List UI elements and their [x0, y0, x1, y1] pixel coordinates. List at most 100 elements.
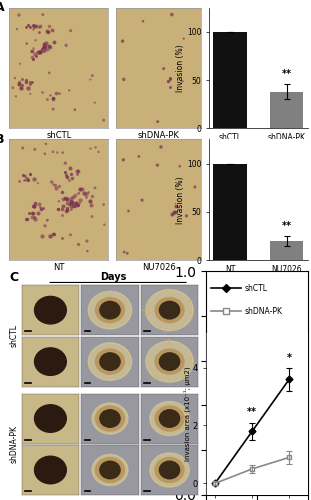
Point — [16, 178, 21, 186]
Point — [63, 159, 68, 167]
Point — [67, 164, 72, 172]
Point — [76, 190, 81, 198]
Point — [78, 185, 83, 193]
Point — [73, 199, 78, 207]
Point — [45, 28, 50, 36]
Point — [121, 156, 126, 164]
Point — [161, 64, 166, 72]
Point — [93, 144, 98, 152]
Point — [72, 202, 77, 210]
Point — [136, 152, 141, 160]
Point — [55, 148, 60, 156]
Point — [17, 60, 22, 68]
Circle shape — [92, 454, 128, 486]
Point — [27, 80, 32, 88]
Point — [68, 197, 73, 205]
Point — [34, 52, 39, 60]
Point — [155, 118, 160, 126]
Point — [23, 22, 28, 30]
Point — [51, 105, 56, 113]
Point — [30, 44, 35, 52]
Point — [29, 53, 34, 61]
Point — [20, 81, 25, 89]
Point — [74, 170, 79, 177]
Point — [20, 144, 25, 152]
Point — [49, 178, 54, 186]
Point — [27, 170, 32, 178]
Point — [38, 206, 43, 214]
Point — [51, 96, 56, 104]
Y-axis label: Invasion (%): Invasion (%) — [176, 44, 185, 92]
Point — [45, 216, 50, 224]
Point — [31, 210, 36, 218]
Point — [168, 74, 173, 82]
Circle shape — [146, 341, 193, 382]
Circle shape — [146, 290, 193, 331]
Point — [37, 200, 42, 208]
Point — [16, 78, 21, 86]
Point — [42, 40, 47, 48]
Circle shape — [95, 458, 124, 482]
Circle shape — [155, 406, 184, 431]
Point — [51, 94, 56, 102]
Point — [43, 222, 48, 230]
Circle shape — [35, 405, 66, 432]
Point — [36, 22, 41, 30]
Point — [101, 200, 106, 208]
Circle shape — [160, 461, 180, 478]
Point — [75, 166, 80, 174]
Point — [22, 176, 27, 184]
Point — [141, 18, 146, 25]
Point — [169, 10, 174, 18]
Text: shCTL: shCTL — [244, 284, 267, 293]
Point — [27, 78, 32, 86]
Point — [44, 94, 49, 102]
Point — [42, 150, 47, 158]
Point — [32, 214, 37, 222]
Point — [92, 98, 97, 106]
Point — [83, 190, 88, 198]
Point — [24, 40, 29, 48]
Point — [12, 74, 17, 82]
Point — [101, 116, 106, 124]
Circle shape — [35, 348, 66, 376]
Point — [89, 200, 94, 208]
Point — [173, 208, 178, 216]
Point — [38, 48, 43, 56]
Point — [30, 47, 35, 55]
Point — [68, 231, 73, 239]
Point — [66, 200, 71, 208]
Point — [31, 21, 36, 29]
Point — [34, 22, 39, 30]
Point — [41, 204, 46, 212]
Point — [90, 212, 95, 220]
Point — [60, 188, 65, 196]
Point — [120, 37, 125, 45]
Point — [82, 189, 87, 197]
Point — [67, 199, 72, 207]
Text: 4: 4 — [166, 286, 173, 296]
Point — [61, 196, 66, 203]
Point — [69, 170, 74, 178]
Point — [24, 175, 29, 183]
Point — [88, 76, 93, 84]
Point — [62, 194, 67, 202]
Circle shape — [155, 298, 184, 322]
Point — [79, 186, 84, 194]
Point — [64, 204, 69, 212]
Point — [69, 205, 74, 213]
Point — [87, 196, 92, 204]
Point — [45, 26, 50, 34]
Point — [50, 148, 55, 156]
Point — [64, 208, 69, 216]
Point — [76, 201, 81, 209]
Circle shape — [100, 410, 120, 428]
Point — [88, 144, 93, 152]
Point — [28, 90, 33, 98]
Text: shDNA-PK: shDNA-PK — [10, 426, 19, 464]
Point — [31, 202, 36, 210]
Point — [41, 43, 46, 51]
Point — [42, 46, 47, 54]
Point — [39, 88, 44, 96]
Point — [48, 91, 53, 99]
